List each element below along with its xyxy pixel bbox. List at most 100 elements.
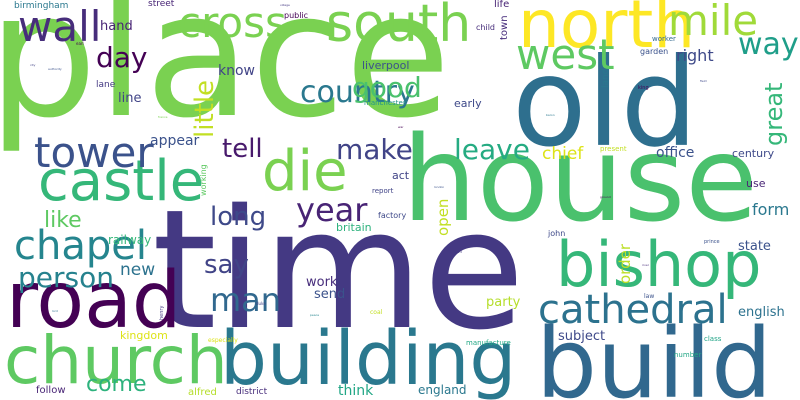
word: life [494, 0, 510, 10]
word: tower [34, 128, 154, 177]
word: house [402, 110, 758, 248]
word: present [600, 145, 627, 153]
word: manchester [364, 99, 406, 107]
word: place [0, 0, 451, 156]
word: bishop [556, 228, 762, 301]
word: earl [76, 41, 84, 46]
word: cross [178, 0, 287, 47]
word: war [398, 125, 404, 129]
word: great [760, 82, 788, 146]
word: hand [100, 19, 133, 34]
word: authority [48, 67, 62, 71]
word: liverpool [362, 59, 410, 72]
word: public [284, 11, 309, 20]
word: town [499, 15, 510, 40]
word: think [338, 383, 374, 399]
word: open [434, 198, 452, 236]
word: crown [450, 249, 463, 254]
word: king [638, 85, 649, 91]
word: field [700, 79, 707, 83]
word: form [752, 200, 790, 219]
word: party [486, 295, 521, 310]
word: south [326, 0, 472, 54]
word: tell [222, 134, 263, 164]
word: child [476, 23, 495, 32]
word: church [4, 322, 228, 399]
word: road [6, 256, 182, 346]
word: birmingham [14, 1, 69, 11]
word: france [158, 115, 168, 119]
word: know [218, 63, 255, 79]
word: number [674, 351, 702, 359]
word: chief [542, 144, 584, 164]
word: railway [108, 233, 152, 247]
word: prince [704, 239, 720, 245]
word: line [118, 91, 142, 106]
word: time [152, 174, 525, 366]
word: new [120, 260, 156, 280]
word: street [148, 0, 175, 9]
word: use [746, 177, 766, 190]
word: chapel [14, 223, 147, 269]
word: working [199, 164, 208, 196]
word: village [280, 3, 290, 7]
word: way [738, 27, 799, 62]
word: little [190, 79, 220, 138]
word: city [30, 63, 36, 67]
word: north [518, 0, 696, 63]
word: come [86, 372, 147, 397]
word: john [548, 229, 566, 238]
word: office [656, 145, 695, 161]
word: good [352, 71, 422, 104]
word: person [18, 261, 114, 294]
word: subject [558, 329, 606, 344]
word: school [160, 349, 170, 353]
word: alfred [188, 387, 217, 398]
word: die [262, 139, 348, 204]
word: land [601, 68, 611, 88]
word: lord [52, 309, 58, 313]
word: england [418, 383, 467, 397]
word: right [676, 46, 714, 65]
word: worker [652, 35, 676, 43]
word: river [642, 263, 649, 267]
word: britain [336, 221, 372, 234]
word: day [96, 41, 148, 74]
word: old [512, 32, 698, 174]
word: manufacture [466, 339, 511, 347]
word: work [306, 275, 338, 290]
word: appear [150, 133, 200, 149]
word: baron [546, 113, 555, 117]
word: english [738, 305, 785, 320]
word: like [44, 208, 82, 233]
word: country [300, 75, 415, 110]
word: report [372, 187, 394, 195]
word: leave [454, 133, 530, 166]
word: london [434, 185, 445, 189]
word: law [644, 293, 655, 300]
word: century [732, 147, 775, 160]
word: send [314, 287, 346, 302]
word: build [536, 308, 773, 400]
word: order [616, 244, 634, 284]
word: man [210, 281, 282, 319]
word: kingdom [120, 329, 168, 342]
word: mile [668, 0, 759, 45]
word: early [454, 97, 482, 110]
word: make [336, 133, 413, 166]
word: district [236, 387, 268, 397]
word: especially [208, 337, 238, 344]
word: state [738, 239, 771, 254]
word: ground [600, 195, 611, 199]
word: henry [159, 305, 165, 320]
word: act [392, 169, 410, 182]
word: cathedral [538, 287, 728, 333]
word: follow [36, 385, 66, 396]
word: long [210, 202, 267, 232]
word: lane [96, 80, 116, 90]
word: building [220, 316, 517, 400]
word: class [704, 335, 722, 343]
word: wall [18, 2, 102, 51]
word: coal [370, 309, 383, 316]
